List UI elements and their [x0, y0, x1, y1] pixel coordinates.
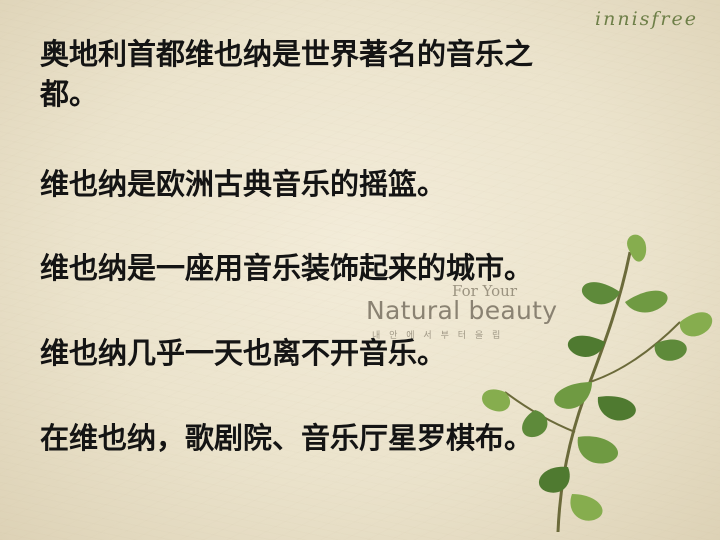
paragraph-opera-houses: 在维也纳，歌剧院、音乐厅星罗棋布。 — [40, 421, 534, 455]
paragraph-vienna-music-capital-part1: 奥地利首都维也纳是世界著名的音乐之 — [40, 37, 534, 71]
paragraph-city-decorated-with-music: 维也纳是一座用音乐装饰起来的城市。 — [40, 251, 534, 285]
leafy-branch-illustration — [482, 234, 713, 533]
paragraph-vienna-music-capital-part2: 都。 — [40, 77, 99, 111]
paragraph-cradle-of-classical-music: 维也纳是欧洲古典音乐的摇篮。 — [40, 167, 447, 201]
watermark-korean-tagline: 내 안 에 서 부 터 을 립 — [372, 331, 504, 341]
paragraph-daily-music: 维也纳几乎一天也离不开音乐。 — [40, 336, 447, 370]
brand-logo: innisfree — [595, 8, 698, 30]
watermark-natural-beauty: Natural beauty — [366, 296, 558, 325]
watermark-for-your: For Your — [452, 282, 518, 300]
